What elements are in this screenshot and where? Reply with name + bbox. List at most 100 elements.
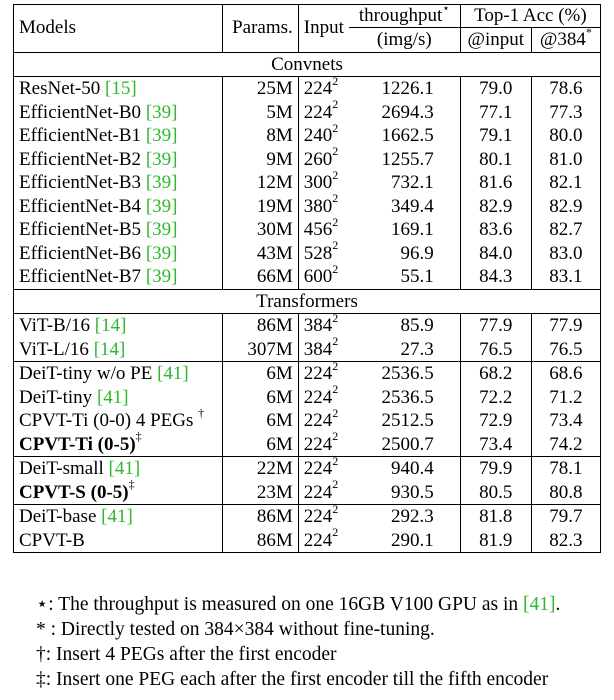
- acc-input-cell: 80.1: [459, 147, 532, 171]
- params-cell: 86M: [221, 528, 299, 553]
- input-cell: 2242: [297, 503, 349, 529]
- acc-input-cell: 79.0: [459, 76, 532, 101]
- section-convnets: Convnets: [13, 51, 601, 77]
- citation-link[interactable]: [41]: [96, 386, 129, 408]
- acc-input-cell: 72.2: [459, 385, 532, 409]
- input-cell: 2242: [297, 455, 349, 481]
- input-cell: 6002: [297, 263, 349, 289]
- header-throughput: throughput⋆: [358, 0, 450, 26]
- throughput-cell: 55.1: [400, 266, 434, 287]
- input-cell: 2242: [297, 360, 349, 386]
- acc-384-cell: 82.3: [530, 528, 601, 553]
- citation-link[interactable]: [39]: [145, 148, 178, 170]
- table-row: EfficientNet-B5 [39] 30M 4562 169.1 83.6 82.7: [14, 216, 601, 242]
- params-cell: 8M: [221, 124, 299, 148]
- acc-384-cell: 76.5: [530, 337, 601, 362]
- model-name: CPVT-Ti (0-0) 4 PEGs †: [19, 405, 205, 431]
- footnote-double-dagger: ‡: Insert one PEG each after the first e…: [36, 669, 549, 690]
- citation-link[interactable]: [39]: [145, 125, 178, 146]
- throughput-cell: 349.4: [391, 195, 434, 217]
- acc-384-cell: 82.9: [530, 194, 601, 218]
- input-cell: 5282: [297, 239, 349, 265]
- header-input: Input: [297, 4, 349, 52]
- citation-link[interactable]: [14]: [94, 315, 127, 336]
- input-cell: 3802: [297, 192, 349, 218]
- model-name: ViT-L/16 [14]: [19, 338, 126, 360]
- params-cell: 25M: [221, 76, 299, 101]
- params-cell: 6M: [221, 385, 299, 409]
- results-table: Models Params. Input throughput⋆ Top-1 A…: [13, 0, 601, 553]
- footnote-mark: ‡: [128, 477, 135, 492]
- acc-input-cell: 80.5: [459, 480, 532, 505]
- model-name: ViT-B/16 [14]: [19, 315, 127, 336]
- input-cell: 3002: [297, 169, 349, 195]
- acc-input-cell: 77.9: [459, 313, 532, 338]
- input-cell: 2242: [297, 98, 349, 124]
- model-name: DeiT-tiny [41]: [19, 386, 129, 408]
- input-cell: 3842: [297, 335, 349, 362]
- acc-384-cell: 71.2: [530, 385, 601, 409]
- header-throughput-unit: (img/s): [376, 29, 432, 50]
- throughput-cell: 732.1: [391, 172, 434, 193]
- table-row: CPVT-B 86M 2242 290.1 81.9 82.3: [14, 526, 601, 553]
- throughput-cell: 2500.7: [381, 433, 434, 455]
- acc-input-cell: 84.3: [459, 265, 532, 289]
- model-name: EfficientNet-B0 [39]: [19, 101, 178, 123]
- params-cell: 19M: [221, 194, 299, 218]
- model-name: EfficientNet-B5 [39]: [19, 219, 178, 240]
- citation-link[interactable]: [41]: [157, 363, 189, 384]
- throughput-cell: 2512.5: [381, 410, 434, 431]
- acc-384-cell: 79.7: [530, 504, 601, 529]
- throughput-cell: 85.9: [400, 315, 434, 336]
- citation-link[interactable]: [15]: [105, 78, 137, 99]
- params-cell: 6M: [221, 432, 299, 457]
- table-row: EfficientNet-B2 [39] 9M 2602 1255.7 80.1 81.0: [14, 145, 601, 171]
- tiny-rows: DeiT-tiny w/o PE [41] 6M 2242 2536.5 68.2 68.…: [13, 360, 601, 457]
- citation-link[interactable]: [39]: [145, 172, 178, 193]
- throughput-cell: 292.3: [348, 504, 461, 529]
- acc-384-cell: 80.8: [530, 480, 601, 505]
- throughput-cell: 2536.5: [348, 361, 461, 386]
- acc-384-cell: 77.3: [530, 100, 601, 124]
- table-row: EfficientNet-B0 [39] 5M 2242 2694.3 77.1 77.3: [14, 98, 601, 124]
- acc-input-cell: 83.6: [459, 218, 532, 242]
- model-name: CPVT-B: [19, 529, 85, 551]
- transformers-group: Transformers: [13, 288, 601, 314]
- results-table-container: Models Params. Input throughput⋆ Top-1 A…: [13, 0, 601, 553]
- acc-input-cell: 76.5: [459, 337, 532, 362]
- table-row: DeiT-small [41] 22M 2242 940.4 79.9 78.1: [13, 455, 601, 481]
- table-row: DeiT-tiny [41] 6M 2242 2536.5 72.2 71.2: [14, 383, 601, 409]
- citation-link[interactable]: [39]: [145, 219, 178, 240]
- params-cell: 30M: [221, 218, 299, 242]
- throughput-cell: 96.9: [400, 242, 434, 264]
- acc-384-cell: 78.6: [530, 76, 601, 101]
- table-row: ViT-B/16 [14] 86M 3842 85.9 77.9 77.9: [14, 312, 601, 338]
- params-cell: 12M: [221, 171, 299, 195]
- params-cell: 5M: [221, 100, 299, 124]
- citation-link[interactable]: [39]: [145, 242, 178, 264]
- table-row: DeiT-tiny w/o PE [41] 6M 2242 2536.5 68.2 68.…: [13, 360, 601, 386]
- citation-link[interactable]: [14]: [93, 338, 126, 360]
- section-transformers: Transformers: [13, 288, 601, 314]
- throughput-cell: 1255.7: [381, 148, 434, 170]
- acc-input-cell: 72.9: [459, 409, 532, 433]
- params-cell: 43M: [221, 241, 299, 265]
- footnote-throughput: ⋆: The throughput is measured on one 16G…: [36, 594, 561, 615]
- throughput-cell: 1226.1: [381, 78, 434, 99]
- citation-link[interactable]: [41]: [108, 458, 141, 479]
- citation-link[interactable]: [41]: [101, 506, 133, 527]
- table-row: EfficientNet-B1 [39] 8M 2402 1662.5 79.1 80.0: [14, 122, 601, 148]
- citation-link[interactable]: [39]: [145, 101, 178, 123]
- acc-384-cell: 78.1: [530, 456, 601, 481]
- footnote-mark: ‡: [135, 429, 142, 444]
- input-cell: 2602: [297, 145, 349, 171]
- input-cell: 2242: [297, 478, 349, 505]
- model-name: EfficientNet-B4 [39]: [19, 195, 178, 217]
- throughput-cell: 940.4: [348, 456, 461, 481]
- footnote-citation[interactable]: [41]: [523, 594, 556, 615]
- citation-link[interactable]: [39]: [145, 195, 178, 217]
- footnote-mark: †: [198, 405, 205, 420]
- table-row: EfficientNet-B7 [39] 66M 6002 55.1 84.3 83.1: [14, 263, 601, 289]
- citation-link[interactable]: [39]: [145, 266, 178, 287]
- throughput-cell: 169.1: [391, 219, 434, 240]
